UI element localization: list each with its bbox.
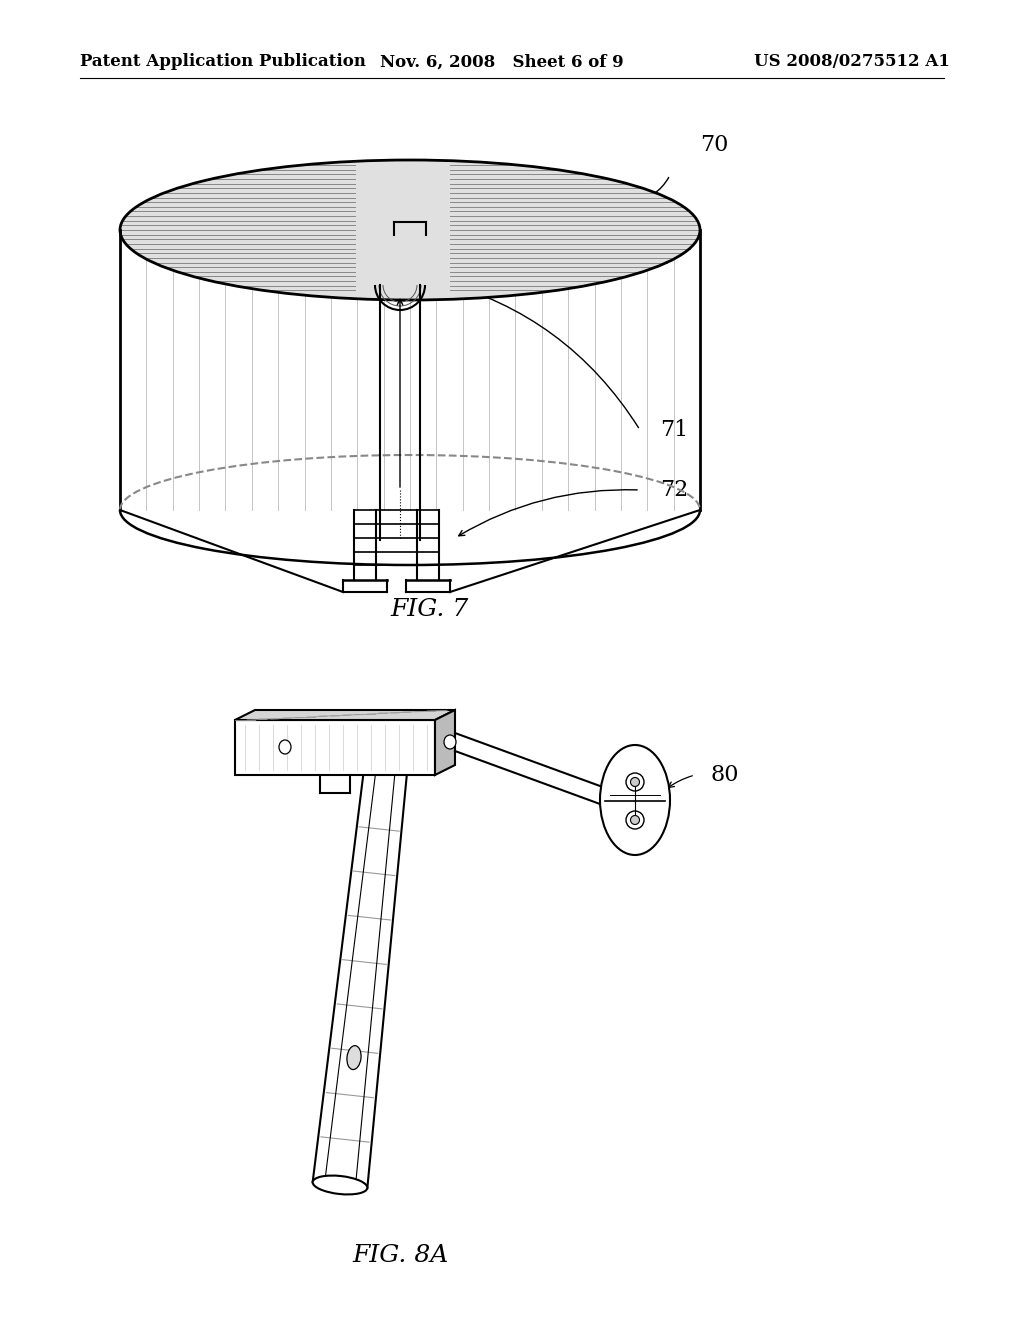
Polygon shape [234, 719, 435, 775]
Text: 71: 71 [660, 418, 688, 441]
Ellipse shape [444, 735, 456, 748]
Text: 80: 80 [710, 764, 738, 785]
Polygon shape [234, 710, 455, 719]
Ellipse shape [626, 774, 644, 791]
Text: 72: 72 [660, 479, 688, 502]
Ellipse shape [347, 1045, 361, 1069]
Text: FIG. 8A: FIG. 8A [352, 1243, 449, 1266]
Ellipse shape [631, 777, 640, 787]
Text: US 2008/0275512 A1: US 2008/0275512 A1 [754, 54, 950, 70]
Ellipse shape [120, 160, 700, 300]
Ellipse shape [600, 744, 670, 855]
Polygon shape [435, 710, 455, 775]
Polygon shape [312, 727, 411, 1188]
Text: 70: 70 [700, 135, 728, 156]
Ellipse shape [626, 810, 644, 829]
Text: Patent Application Publication: Patent Application Publication [80, 54, 366, 70]
Polygon shape [455, 733, 600, 804]
Ellipse shape [279, 741, 291, 754]
Ellipse shape [631, 816, 640, 825]
Text: FIG. 7: FIG. 7 [391, 598, 469, 622]
Polygon shape [120, 230, 700, 510]
Ellipse shape [312, 1176, 368, 1195]
Text: Nov. 6, 2008   Sheet 6 of 9: Nov. 6, 2008 Sheet 6 of 9 [380, 54, 624, 70]
